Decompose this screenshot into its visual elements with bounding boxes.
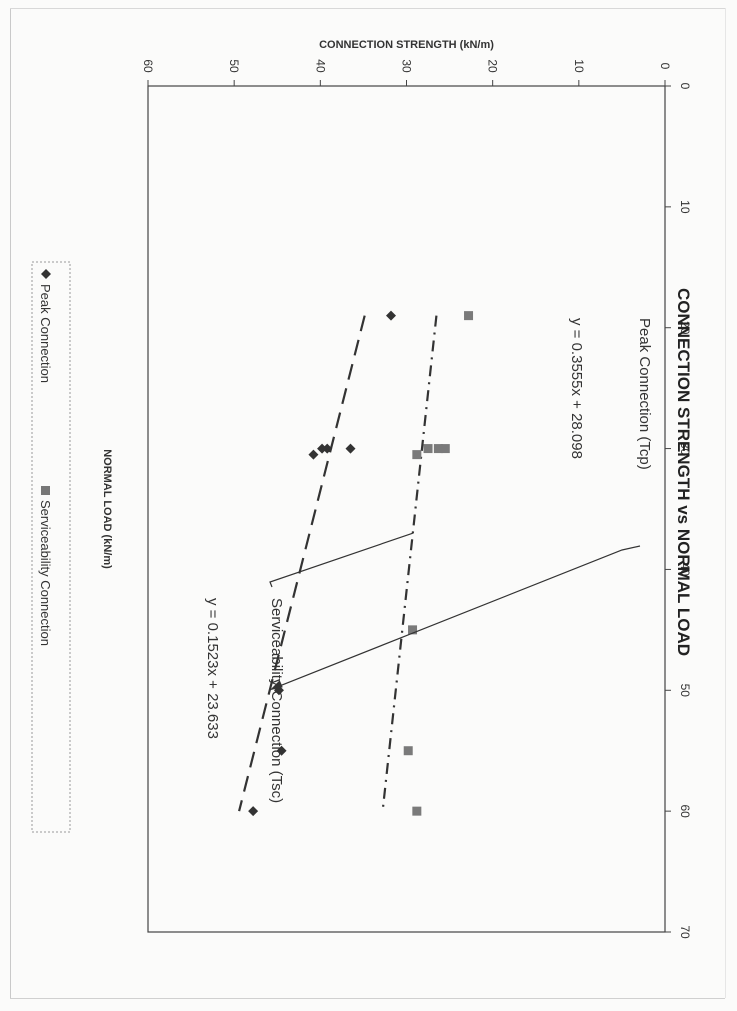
serviceability-point (403, 746, 413, 756)
peak-point (308, 449, 319, 460)
y-tick-label: 30 (400, 59, 414, 73)
trendline-peak-connection (238, 315, 366, 812)
y-tick-label: 10 (572, 59, 586, 73)
x-tick-label: 20 (678, 321, 692, 335)
peak-point (317, 443, 328, 454)
peak-annotation-leader (273, 545, 641, 689)
legend: Peak Connection Serviceability Connectio… (31, 261, 71, 833)
y-tick-label: 20 (486, 59, 500, 73)
legend-entry-peak: Peak Connection (38, 284, 53, 383)
y-axis: 0 10 20 30 40 50 60 (141, 59, 672, 86)
y-tick-label: 60 (141, 59, 155, 73)
x-axis-label: NORMAL LOAD (kN/m) (101, 449, 113, 569)
legend-square-icon (41, 486, 50, 495)
page-border-top (10, 8, 725, 9)
serviceability-point (464, 311, 474, 321)
x-tick-label: 0 (678, 83, 692, 90)
page-border-right (725, 8, 726, 998)
serviceability-point (440, 444, 450, 454)
chart-title: CONNECTION STRENGTH vs NORMAL LOAD (674, 288, 693, 656)
serviceability-point (433, 444, 443, 454)
peak-annotation-arrowhead (269, 680, 283, 691)
peak-point (248, 806, 259, 817)
serviceability-annotation-leader (269, 532, 414, 588)
x-tick-label: 40 (678, 563, 692, 577)
trendlines (238, 315, 438, 812)
serviceability-point (412, 450, 422, 460)
serviceability-point (423, 444, 433, 454)
x-tick-label: 60 (678, 804, 692, 818)
y-tick-label: 0 (658, 63, 672, 70)
page-border-bottom (10, 998, 725, 999)
y-tick-label: 50 (227, 59, 241, 73)
peak-point (276, 745, 287, 756)
x-axis: 0 10 20 30 40 50 60 70 (665, 83, 692, 939)
serviceability-point (408, 625, 418, 635)
serviceability-annotation-label: Serviceability Connection (Tsc) (268, 598, 285, 803)
serviceability-point (412, 806, 422, 816)
peak-annotation-label: Peak Connection (Tcp) (636, 318, 653, 470)
x-tick-label: 50 (678, 684, 692, 698)
page-border-left (10, 8, 11, 998)
y-axis-label: CONNECTION STRENGTH (kN/m) (319, 39, 494, 51)
plot-area (147, 85, 666, 933)
legend-entry-serviceability: Serviceability Connection (38, 500, 53, 646)
data-points (248, 310, 474, 817)
peak-point (345, 443, 356, 454)
trendline-serviceability-connection (381, 315, 438, 812)
legend-diamond-icon (41, 269, 51, 279)
peak-point (322, 443, 333, 454)
peak-annotation-equation: y = 0.3555x + 28.098 (568, 318, 585, 459)
x-tick-label: 30 (678, 442, 692, 456)
y-tick-label: 40 (313, 59, 327, 73)
x-tick-label: 70 (678, 925, 692, 939)
serviceability-annotation-equation: y = 0.1523x + 23.633 (204, 598, 221, 739)
x-tick-label: 10 (678, 200, 692, 214)
peak-point (385, 310, 396, 321)
